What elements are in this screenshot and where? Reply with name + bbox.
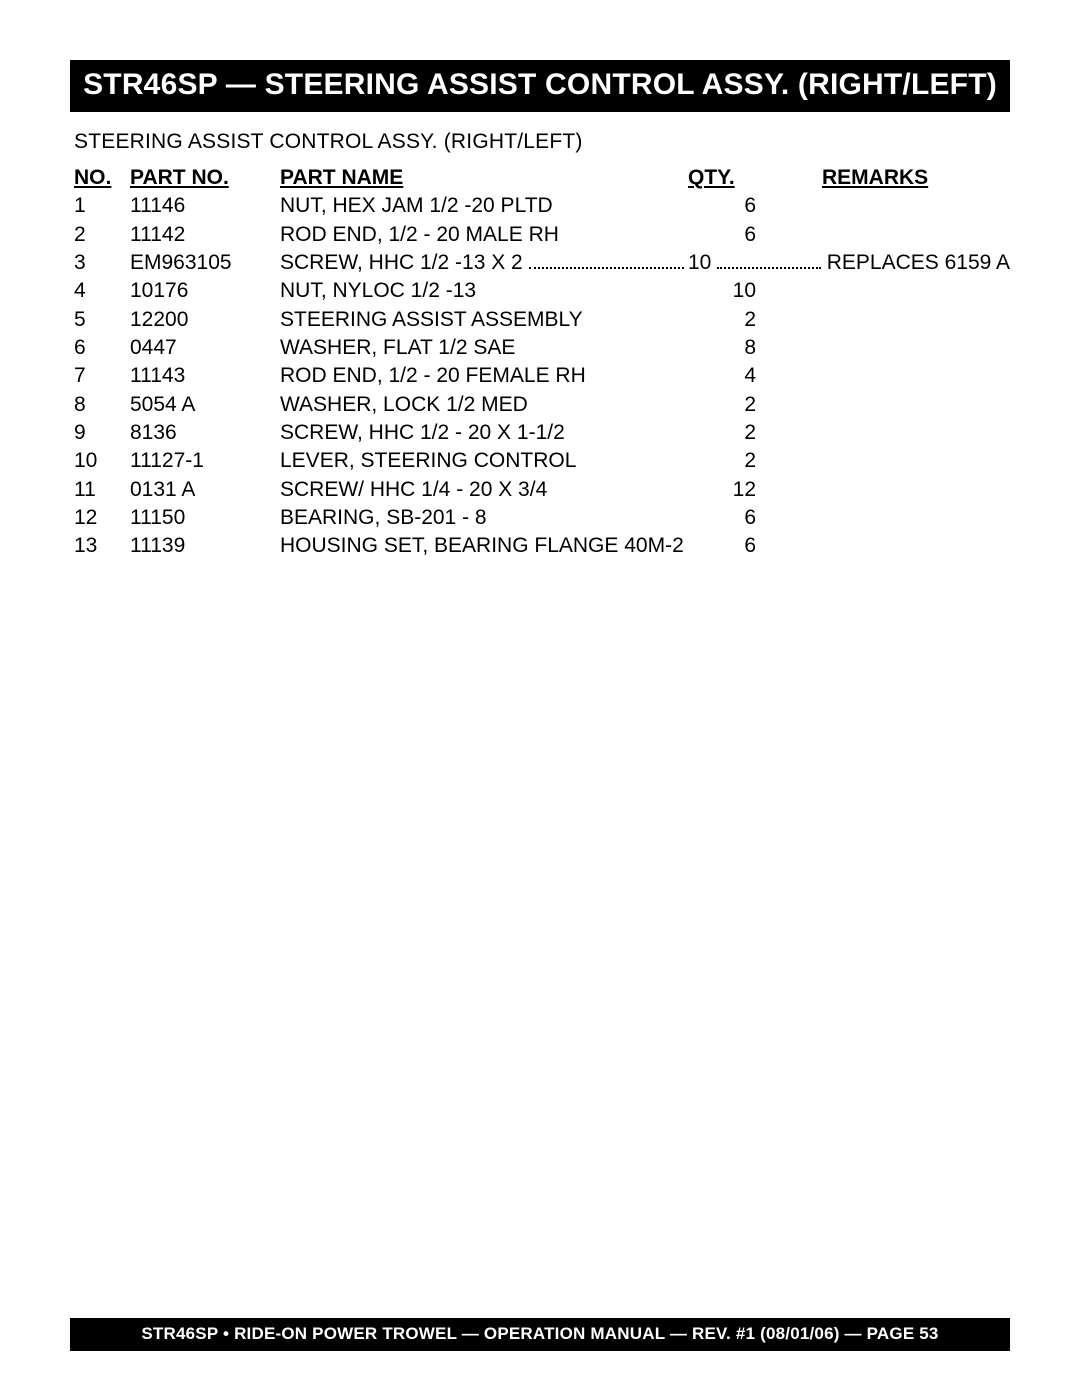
cell-qty: 10 [688, 249, 711, 277]
table-row: 111146NUT, HEX JAM 1/2 -20 PLTD6 [70, 192, 1010, 220]
cell-no: 6 [70, 334, 130, 362]
leader-dots-icon [717, 267, 820, 269]
cell-part-no: 11146 [130, 192, 280, 220]
cell-name: WASHER, LOCK 1/2 MED [280, 391, 688, 419]
table-row: 211142ROD END, 1/2 - 20 MALE RH6 [70, 221, 1010, 249]
cell-qty: 8 [688, 334, 764, 362]
cell-no: 3 [70, 249, 130, 277]
cell-qty: 10 [688, 277, 764, 305]
leader-dots-icon [529, 267, 684, 269]
parts-table: NO. PART NO. PART NAME QTY. REMARKS 1111… [70, 164, 1010, 561]
cell-part-no: EM963105 [130, 249, 280, 277]
cell-name: HOUSING SET, BEARING FLANGE 40M-2 [280, 532, 688, 560]
table-header-row: NO. PART NO. PART NAME QTY. REMARKS [70, 164, 1010, 192]
cell-name: NUT, HEX JAM 1/2 -20 PLTD [280, 192, 688, 220]
title-bar: STR46SP — STEERING ASSIST CONTROL ASSY. … [70, 60, 1010, 112]
header-no: NO. [70, 164, 130, 192]
table-row: 711143ROD END, 1/2 - 20 FEMALE RH4 [70, 362, 1010, 390]
footer-bar: STR46SP • RIDE-ON POWER TROWEL — OPERATI… [70, 1318, 1010, 1351]
cell-qty: 6 [688, 192, 764, 220]
cell-no: 4 [70, 277, 130, 305]
cell-name: SCREW/ HHC 1/4 - 20 X 3/4 [280, 476, 688, 504]
cell-no: 10 [70, 447, 130, 475]
table-row: 1211150BEARING, SB-201 - 86 [70, 504, 1010, 532]
cell-part-no: 8136 [130, 419, 280, 447]
cell-qty: 2 [688, 306, 764, 334]
cell-part-no: 0131 A [130, 476, 280, 504]
cell-name: SCREW, HHC 1/2 - 20 X 1-1/2 [280, 419, 688, 447]
cell-name: LEVER, STEERING CONTROL [280, 447, 688, 475]
cell-part-no: 11127-1 [130, 447, 280, 475]
table-row: 110131 ASCREW/ HHC 1/4 - 20 X 3/412 [70, 476, 1010, 504]
subtitle: STEERING ASSIST CONTROL ASSY. (RIGHT/LEF… [74, 130, 1010, 154]
cell-part-no: 12200 [130, 306, 280, 334]
cell-name: WASHER, FLAT 1/2 SAE [280, 334, 688, 362]
cell-no: 9 [70, 419, 130, 447]
cell-part-no: 11150 [130, 504, 280, 532]
table-row: 410176NUT, NYLOC 1/2 -1310 [70, 277, 1010, 305]
cell-part-no: 5054 A [130, 391, 280, 419]
cell-name: ROD END, 1/2 - 20 FEMALE RH [280, 362, 688, 390]
cell-part-no: 11142 [130, 221, 280, 249]
page: STR46SP — STEERING ASSIST CONTROL ASSY. … [0, 0, 1080, 1397]
table-row: 1311139HOUSING SET, BEARING FLANGE 40M-2… [70, 532, 1010, 560]
cell-qty: 12 [688, 476, 764, 504]
cell-part-no: 10176 [130, 277, 280, 305]
table-row: 85054 AWASHER, LOCK 1/2 MED2 [70, 391, 1010, 419]
header-remarks: REMARKS [764, 164, 1010, 192]
cell-no: 12 [70, 504, 130, 532]
header-name: PART NAME [280, 164, 688, 192]
table-row: 3EM963105SCREW, HHC 1/2 -13 X 210 REPLACE… [70, 249, 1010, 277]
cell-qty: 6 [688, 532, 764, 560]
cell-name: BEARING, SB-201 - 8 [280, 504, 688, 532]
cell-part-no: 0447 [130, 334, 280, 362]
cell-qty: 6 [688, 221, 764, 249]
cell-name: SCREW, HHC 1/2 -13 X 2 [280, 249, 688, 277]
cell-qty: 2 [688, 447, 764, 475]
cell-part-no: 11143 [130, 362, 280, 390]
cell-no: 5 [70, 306, 130, 334]
header-part-no: PART NO. [130, 164, 280, 192]
cell-no: 13 [70, 532, 130, 560]
cell-name: STEERING ASSIST ASSEMBLY [280, 306, 688, 334]
header-qty: QTY. [688, 164, 764, 192]
table-row: 60447WASHER, FLAT 1/2 SAE8 [70, 334, 1010, 362]
table-row: 1011127-1LEVER, STEERING CONTROL2 [70, 447, 1010, 475]
cell-part-no: 11139 [130, 532, 280, 560]
cell-remarks: REPLACES 6159 A [827, 249, 1010, 277]
cell-qty: 4 [688, 362, 764, 390]
cell-no: 2 [70, 221, 130, 249]
cell-name: ROD END, 1/2 - 20 MALE RH [280, 221, 688, 249]
cell-no: 7 [70, 362, 130, 390]
cell-qty: 2 [688, 391, 764, 419]
cell-qty: 2 [688, 419, 764, 447]
cell-no: 1 [70, 192, 130, 220]
cell-no: 11 [70, 476, 130, 504]
cell-name: NUT, NYLOC 1/2 -13 [280, 277, 688, 305]
cell-no: 8 [70, 391, 130, 419]
table-row: 98136SCREW, HHC 1/2 - 20 X 1-1/22 [70, 419, 1010, 447]
table-row: 512200STEERING ASSIST ASSEMBLY2 [70, 306, 1010, 334]
cell-qty: 6 [688, 504, 764, 532]
